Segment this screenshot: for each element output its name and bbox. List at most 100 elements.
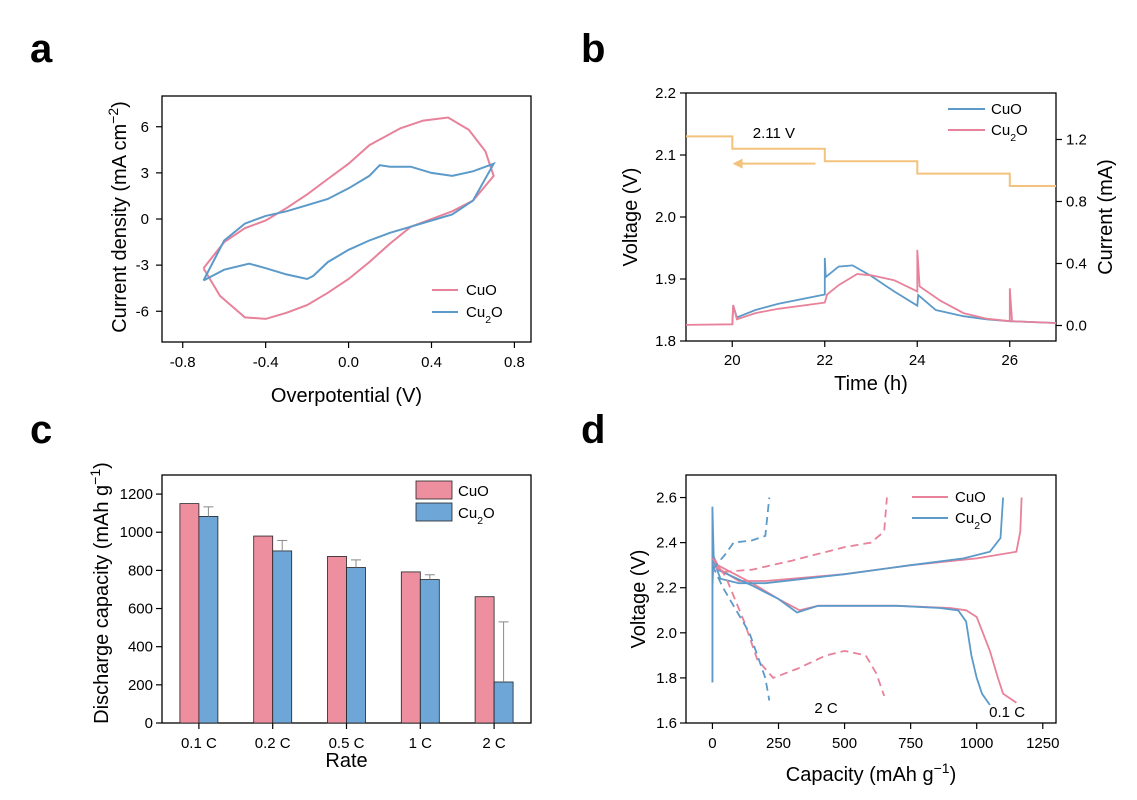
x-tick-label-d: 750	[898, 735, 923, 752]
y-right-tick-label-b: 0.8	[1066, 194, 1087, 211]
x-axis-label-c: Rate	[325, 750, 367, 772]
y-tick-label-d: 2.2	[656, 580, 677, 597]
legend-label-a-part: O	[491, 304, 503, 321]
bar-cu2o	[272, 550, 293, 724]
series-line-b	[685, 249, 1057, 326]
bar-cu2o	[419, 579, 440, 724]
y-tick-label-d: 1.8	[656, 670, 677, 687]
y-axis-label-c-part: )	[91, 462, 113, 469]
y-tick-label-c: 1200	[120, 486, 153, 503]
legend-label-d-part: O	[980, 510, 992, 527]
y-right-axis-label-b: Current (mA)	[1095, 159, 1117, 275]
y-tick-label-b: 2.1	[655, 147, 676, 164]
y-tick-label-c: 0	[145, 715, 153, 732]
y-axis-label-c-part: Discharge capacity (mAh g	[91, 485, 113, 724]
legend-label-c: CuO	[458, 483, 489, 500]
series-line-a	[202, 116, 495, 320]
legend-label-c: Cu2O	[458, 505, 495, 527]
y-tick-label-a: -3	[136, 257, 149, 274]
y-tick-label-c: 1000	[120, 524, 153, 541]
series-line-d-dashed	[711, 564, 771, 701]
legend-label-b: CuO	[991, 101, 1022, 118]
y-axis-label-b: Voltage (V)	[620, 168, 642, 267]
x-tick-label-c: 0.1 C	[181, 735, 217, 752]
x-tick-label-d: 0	[708, 735, 716, 752]
legend-label-d-part: Cu	[955, 510, 974, 527]
y-tick-label-d: 1.6	[656, 715, 677, 732]
voltage-annotation-b: 2.11 V	[753, 125, 795, 142]
legend-label-a-part: CuO	[466, 282, 497, 299]
bar-cuo	[327, 556, 347, 724]
panel-letter-d: d	[581, 408, 605, 452]
x-tick-label-b: 26	[1001, 352, 1018, 369]
y-axis-label-c-part: −1	[87, 469, 103, 485]
x-tick-label-d: 1000	[960, 735, 993, 752]
legend-label-c-part: CuO	[458, 483, 489, 500]
x-tick-label-c: 0.5 C	[329, 735, 365, 752]
y-tick-label-b: 2.2	[655, 85, 676, 102]
legend-label-b: Cu2O	[991, 122, 1028, 144]
x-axis-label-b: Time (h)	[834, 373, 908, 395]
bar-cuo	[253, 535, 274, 724]
annotation-2c: 2 C	[814, 700, 838, 717]
y-axis-label-a-part: Current density (mA cm	[109, 124, 131, 333]
legend-label-a-part: Cu	[466, 304, 485, 321]
y-tick-label-c: 800	[128, 562, 153, 579]
legend-label-d: Cu2O	[955, 510, 992, 532]
x-tick-label-d: 500	[832, 735, 857, 752]
y-axis-label-d: Voltage (V)	[628, 550, 650, 649]
series-line-d-solid	[711, 497, 1023, 683]
legend-label-d-part: 2	[974, 520, 980, 532]
legend-label-b-part: Cu	[991, 122, 1010, 139]
series-line-d-solid	[711, 497, 1004, 683]
legend-swatch-c	[415, 480, 453, 500]
x-tick-label-c: 1 C	[409, 735, 433, 752]
y-right-tick-label-b: 1.2	[1066, 132, 1087, 149]
x-tick-label-c: 2 C	[482, 735, 506, 752]
y-axis-label-a-part: −2	[105, 108, 121, 124]
legend-label-a: CuO	[466, 282, 497, 299]
series-line-d-dashed	[711, 557, 886, 697]
y-tick-label-c: 200	[128, 677, 153, 694]
y-tick-label-c: 600	[128, 601, 153, 618]
y-right-tick-label-b: 0.0	[1066, 318, 1087, 335]
legend-swatch-c	[415, 502, 453, 522]
y-tick-label-b: 2.0	[655, 209, 676, 226]
x-axis-label-d-part: )	[950, 764, 957, 786]
y-axis-label-c: Discharge capacity (mAh g−1)	[87, 462, 113, 724]
panel-letter-b: b	[581, 27, 605, 71]
y-tick-label-a: 6	[141, 119, 149, 136]
x-axis-label-d: Capacity (mAh g−1)	[786, 760, 956, 786]
panel-letter-c: c	[30, 408, 52, 452]
series-line-b	[731, 257, 1057, 325]
x-tick-label-b: 20	[724, 352, 741, 369]
legend-label-a: Cu2O	[466, 304, 503, 326]
bar-cuo	[179, 503, 200, 724]
legend-label-c-part: O	[483, 505, 495, 522]
y-tick-label-d: 2.6	[656, 490, 677, 507]
x-tick-label-a: -0.8	[170, 354, 196, 371]
x-tick-label-b: 22	[816, 352, 833, 369]
bar-cu2o	[346, 567, 366, 724]
x-tick-label-a: -0.4	[253, 354, 279, 371]
y-axis-label-a: Current density (mA cm−2)	[105, 101, 131, 333]
bar-cu2o	[198, 515, 219, 724]
y-tick-label-d: 2.4	[656, 535, 677, 552]
legend-label-c-part: Cu	[458, 505, 477, 522]
y-right-tick-label-b: 0.4	[1066, 256, 1087, 273]
series-line-d-solid	[711, 553, 1017, 704]
x-axis-label-a: Overpotential (V)	[271, 385, 422, 407]
series-line-d-solid	[711, 555, 991, 706]
y-tick-label-a: 0	[141, 211, 149, 228]
legend-label-b-part: CuO	[991, 101, 1022, 118]
series-line-d-dashed	[711, 497, 888, 573]
series-line-a	[202, 161, 496, 282]
bar-cuo	[474, 596, 495, 724]
y-tick-label-b: 1.9	[655, 271, 676, 288]
y-axis-label-a-part: )	[109, 101, 131, 108]
x-tick-label-a: 0.0	[338, 354, 359, 371]
legend-label-d: CuO	[955, 489, 986, 506]
legend-label-b-part: 2	[1010, 132, 1016, 144]
legend-label-c-part: 2	[477, 515, 483, 527]
y-tick-label-d: 2.0	[656, 625, 677, 642]
